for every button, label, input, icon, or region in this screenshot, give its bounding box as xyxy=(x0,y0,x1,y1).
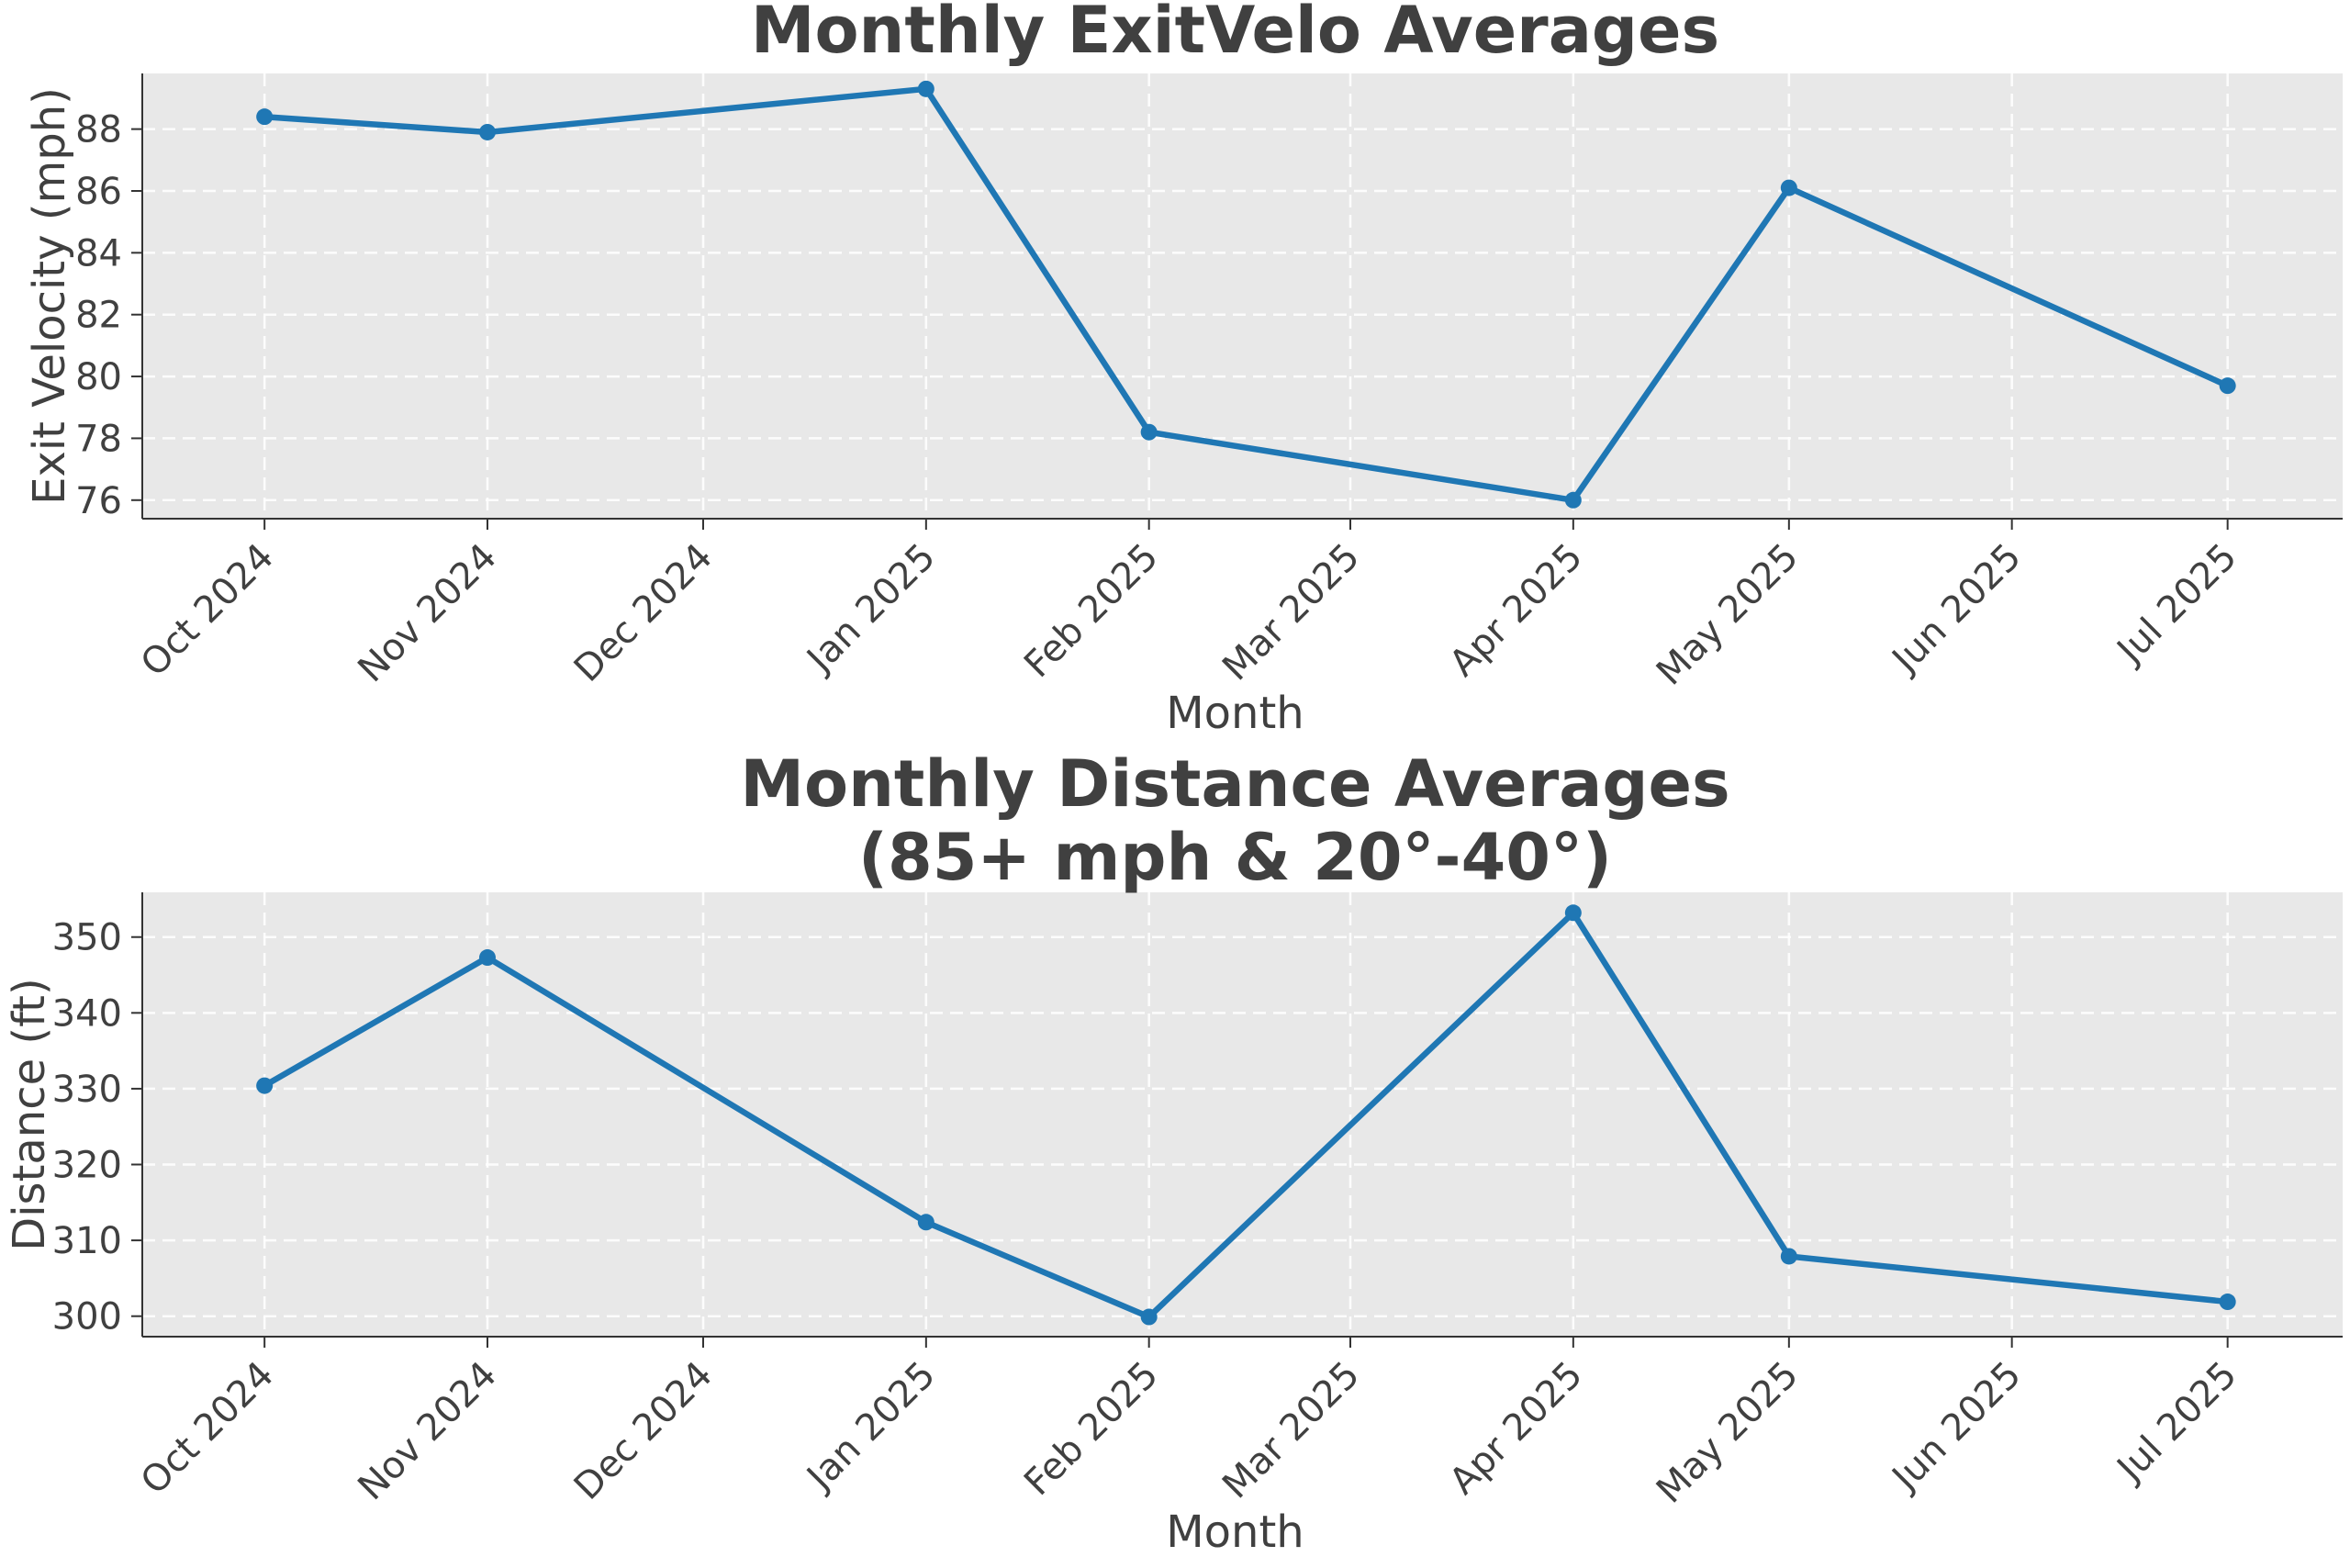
x-tick-label: Apr 2025 xyxy=(1441,1354,1590,1503)
y-tick-label: 320 xyxy=(52,1145,122,1187)
x-tick-label: May 2025 xyxy=(1649,536,1807,694)
data-point xyxy=(1564,491,1582,509)
data-point xyxy=(1140,423,1158,441)
y-tick-label: 88 xyxy=(75,109,122,151)
x-tick-label: Oct 2024 xyxy=(133,536,282,685)
chart-panel-2: 300 310 320 330 340 350 Oct 2024 Nov 2024 Dec 20… xyxy=(4,746,2343,1558)
y-tick-label: 340 xyxy=(52,992,122,1035)
data-point xyxy=(917,1214,934,1231)
x-tick-label: Mar 2025 xyxy=(1214,1354,1368,1507)
plot-area xyxy=(142,892,2343,1337)
y-tick-label: 80 xyxy=(75,356,122,398)
chart-title: Monthly Distance Averages (85+ mph & 20°-… xyxy=(740,746,1729,895)
x-axis-label: Month xyxy=(1166,1506,1304,1558)
y-axis-label: Distance (ft) xyxy=(4,978,55,1250)
data-point xyxy=(2219,1294,2236,1311)
x-tick-label: Jun 2025 xyxy=(1883,1354,2030,1501)
y-tick-label: 300 xyxy=(52,1296,122,1338)
x-tick-label: Jan 2025 xyxy=(798,1354,944,1500)
x-tick-label: Oct 2024 xyxy=(133,1354,282,1503)
x-tick-label: Mar 2025 xyxy=(1214,536,1368,689)
data-point xyxy=(1780,1248,1797,1265)
data-point xyxy=(256,108,274,126)
x-tick-label: Dec 2024 xyxy=(566,1354,721,1508)
data-point xyxy=(479,949,496,967)
x-tick-label: Nov 2024 xyxy=(350,536,505,691)
x-tick-label: Jul 2025 xyxy=(2108,536,2245,674)
data-point xyxy=(479,123,496,140)
x-tick-label: Dec 2024 xyxy=(566,536,721,690)
x-tick-label: Apr 2025 xyxy=(1441,536,1590,685)
data-point xyxy=(1780,179,1797,196)
x-tick-label: Jun 2025 xyxy=(1883,536,2030,683)
x-axis-label: Month xyxy=(1166,688,1304,739)
data-point xyxy=(1564,904,1582,922)
y-tick-label: 78 xyxy=(75,418,122,460)
x-tick-label: Nov 2024 xyxy=(350,1354,505,1509)
y-tick-label: 330 xyxy=(52,1069,122,1111)
y-tick-label: 84 xyxy=(75,232,122,274)
data-point xyxy=(256,1077,274,1094)
y-axis-label: Exit Velocity (mph) xyxy=(24,87,75,505)
data-point xyxy=(917,80,934,97)
y-tick-label: 86 xyxy=(75,171,122,213)
x-tick-label: Jan 2025 xyxy=(798,536,944,682)
chart-panel-1: 76 78 80 82 84 86 88 Oct 2024 Nov 2024 Dec 2024 Ja… xyxy=(24,0,2343,739)
y-tick-label: 310 xyxy=(52,1220,122,1262)
data-point xyxy=(2219,377,2236,395)
data-point xyxy=(1140,1308,1158,1326)
x-tick-label: Jul 2025 xyxy=(2108,1354,2245,1492)
x-tick-label: Feb 2025 xyxy=(1016,536,1167,687)
y-tick-label: 82 xyxy=(75,295,122,337)
x-tick-label: Feb 2025 xyxy=(1016,1354,1167,1505)
y-tick-label: 350 xyxy=(52,917,122,959)
y-tick-label: 76 xyxy=(75,480,122,522)
x-tick-label: May 2025 xyxy=(1649,1354,1807,1512)
chart-title: Monthly ExitVelo Averages xyxy=(751,0,1719,68)
